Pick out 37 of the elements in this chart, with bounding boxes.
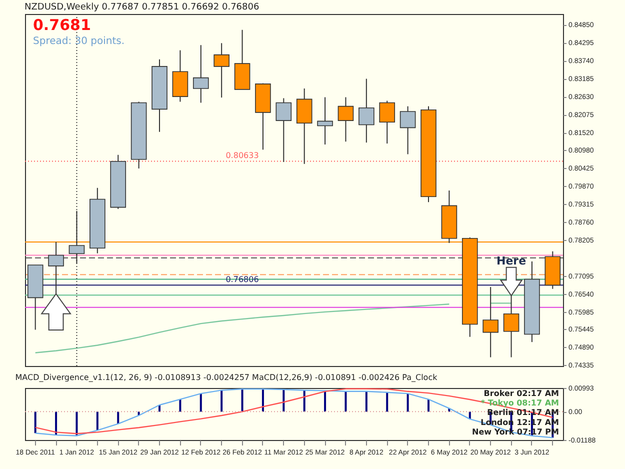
bar [365, 391, 368, 412]
bar [179, 399, 182, 412]
candlestick [296, 88, 312, 164]
bar [76, 412, 78, 436]
bar [282, 390, 285, 412]
candlestick [358, 78, 374, 144]
bar [220, 390, 223, 412]
candlestick [68, 210, 85, 264]
candlestick [48, 241, 64, 296]
candlestick [192, 44, 209, 104]
bar [96, 412, 98, 430]
candlestick [276, 98, 292, 162]
candlestick [503, 294, 520, 358]
candlestick [214, 42, 230, 98]
candlestick [379, 100, 396, 144]
ref-line-label: 0.80633 [226, 151, 259, 160]
chart-title: NZDUSD,Weekly 0.77687 0.77851 0.76692 0.76806 [24, 2, 260, 12]
bar [262, 389, 264, 412]
bar [428, 399, 430, 412]
candlestick [338, 96, 354, 142]
bar [241, 389, 244, 412]
bar [34, 412, 36, 434]
annotation: Spread: 30 points. [33, 36, 125, 47]
bar [344, 391, 347, 412]
candlestick [317, 96, 333, 145]
annotation: Broker 02:17 AM [484, 389, 560, 398]
bar [406, 394, 409, 412]
bar [55, 412, 58, 436]
bar [324, 390, 326, 412]
annotation: Here [496, 254, 526, 268]
bar [117, 412, 120, 424]
candlestick [400, 106, 416, 155]
chart-title: MACD_Divergence_v1.1(12, 26, 9) -0.0108913 -0.0024257 MaCD(12,26,9) -0.010891 -0.002426 Pa_Clock [15, 373, 438, 382]
bar [386, 392, 388, 412]
bar [200, 394, 202, 412]
candlestick [482, 286, 498, 358]
annotation: 0.7681 [33, 16, 91, 34]
